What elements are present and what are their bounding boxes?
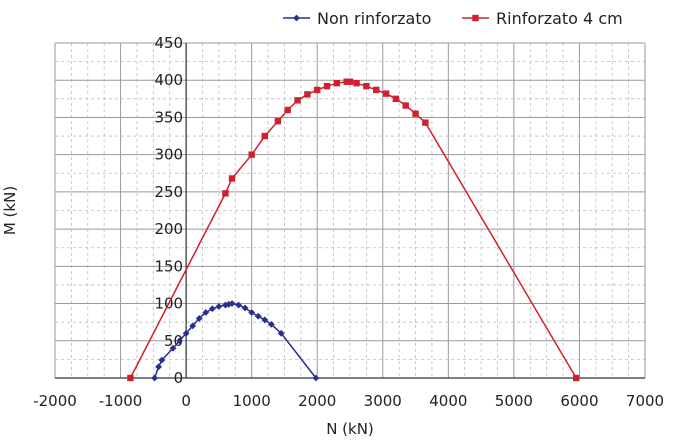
square-marker bbox=[422, 119, 428, 125]
diamond-marker bbox=[209, 305, 216, 312]
x-tick-label: 6000 bbox=[560, 392, 598, 410]
y-tick-label: 400 bbox=[154, 71, 183, 89]
square-marker bbox=[573, 375, 579, 381]
y-tick-label: 250 bbox=[154, 183, 183, 201]
x-tick-label: 0 bbox=[181, 392, 191, 410]
y-axis-label: M (kN) bbox=[1, 186, 19, 235]
x-tick-label: 5000 bbox=[495, 392, 533, 410]
square-marker bbox=[472, 15, 478, 21]
y-tick-label: 450 bbox=[154, 34, 183, 52]
legend: Non rinforzato Rinforzato 4 cm bbox=[283, 9, 623, 28]
x-tick-label: 4000 bbox=[429, 392, 467, 410]
square-marker bbox=[334, 80, 340, 86]
square-marker bbox=[262, 133, 268, 139]
square-marker bbox=[229, 175, 235, 181]
square-marker bbox=[248, 151, 254, 157]
x-tick-label: -2000 bbox=[33, 392, 77, 410]
x-axis-label: N (kN) bbox=[326, 420, 374, 438]
legend-label: Non rinforzato bbox=[317, 9, 431, 28]
square-marker bbox=[275, 118, 281, 124]
square-marker bbox=[324, 83, 330, 89]
square-marker bbox=[285, 107, 291, 113]
square-marker bbox=[222, 190, 228, 196]
y-tick-label: 0 bbox=[174, 369, 184, 387]
square-marker bbox=[127, 375, 133, 381]
diamond-marker bbox=[293, 15, 300, 22]
square-marker bbox=[403, 102, 409, 108]
square-marker bbox=[373, 87, 379, 93]
x-tick-label: 1000 bbox=[233, 392, 271, 410]
series-layer bbox=[127, 79, 579, 382]
minor-grid bbox=[55, 43, 645, 378]
x-tick-label: 2000 bbox=[298, 392, 336, 410]
y-tick-label: 350 bbox=[154, 108, 183, 126]
y-tick-label: 150 bbox=[154, 257, 183, 275]
series-2 bbox=[127, 79, 579, 382]
square-marker bbox=[393, 96, 399, 102]
square-marker bbox=[383, 90, 389, 96]
y-tick-label: 300 bbox=[154, 146, 183, 164]
x-tick-label: 7000 bbox=[626, 392, 664, 410]
square-marker bbox=[304, 91, 310, 97]
x-tick-label: 3000 bbox=[364, 392, 402, 410]
square-marker bbox=[353, 80, 359, 86]
diamond-marker bbox=[255, 313, 262, 320]
diamond-marker bbox=[215, 303, 222, 310]
square-marker bbox=[363, 83, 369, 89]
square-marker bbox=[412, 111, 418, 117]
diamond-marker bbox=[151, 375, 158, 382]
x-tick-labels: -2000 -1000 0 1000 2000 3000 4000 5000 6000 7000 bbox=[33, 392, 664, 410]
square-marker bbox=[314, 87, 320, 93]
square-marker bbox=[347, 79, 353, 85]
diamond-marker bbox=[235, 302, 242, 309]
legend-label: Rinforzato 4 cm bbox=[496, 9, 623, 28]
x-tick-label: -1000 bbox=[99, 392, 143, 410]
diamond-marker bbox=[155, 363, 162, 370]
series-line bbox=[130, 82, 576, 378]
y-tick-label: 200 bbox=[154, 220, 183, 238]
square-marker bbox=[294, 97, 300, 103]
